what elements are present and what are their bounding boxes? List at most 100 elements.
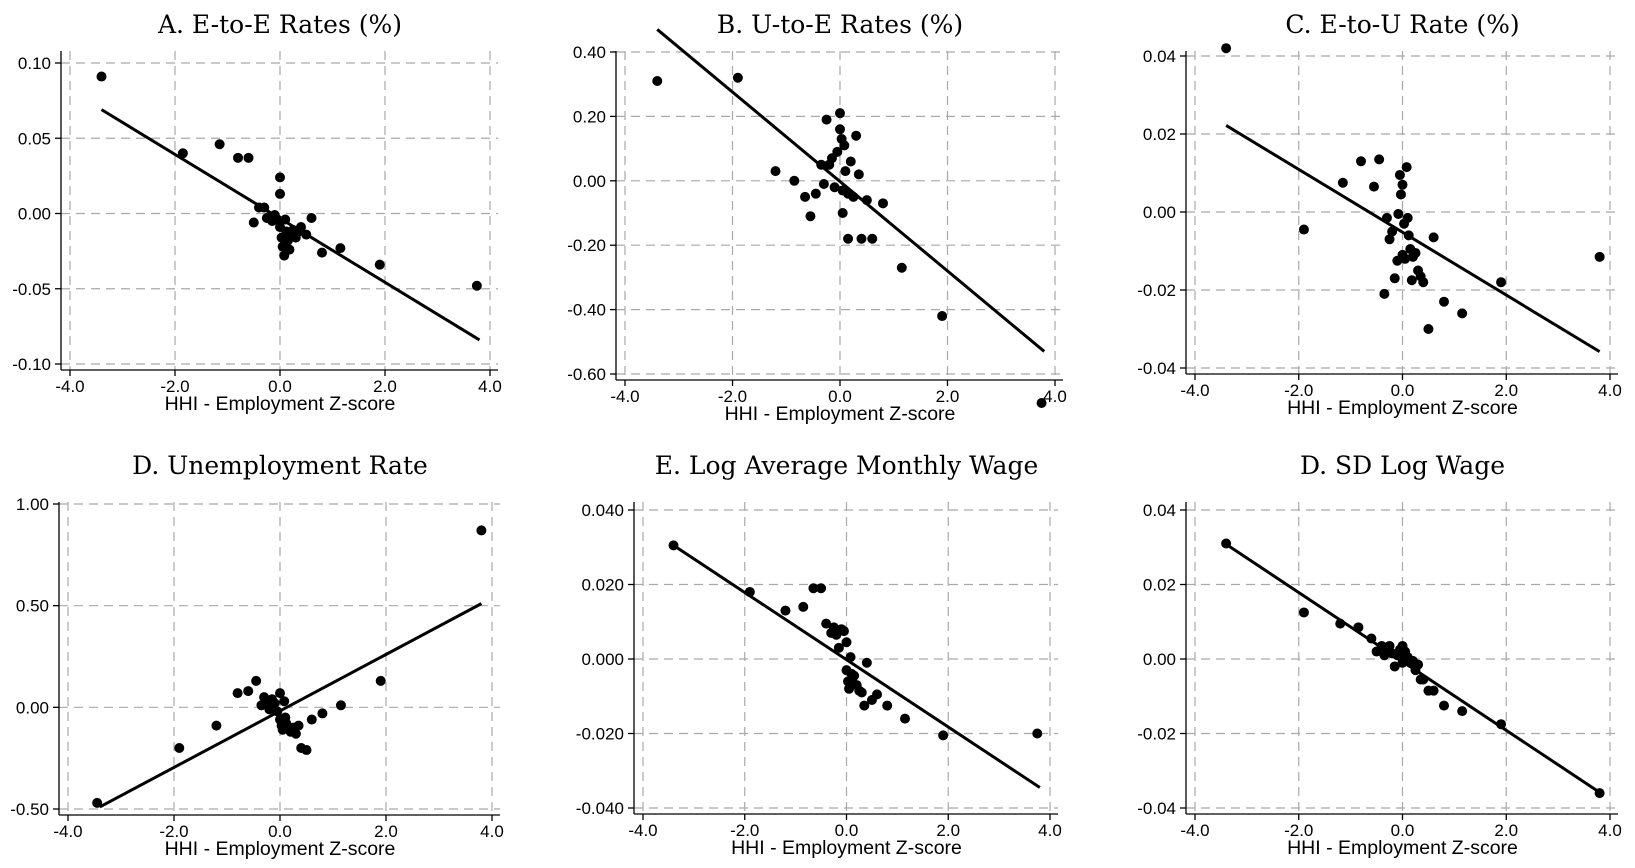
scatter-point (1356, 156, 1366, 167)
chart-panel-1: A. E-to-E Rates (%) -0.10 -0.05 0.00 0.05 0.1… (12, 10, 502, 415)
scatter-point (867, 233, 878, 244)
fit-line (99, 602, 483, 809)
scatter-point (1439, 700, 1449, 711)
x-tick-label: -2.0 (159, 822, 188, 841)
scatter-point (835, 108, 845, 119)
scatter-point (177, 148, 188, 159)
x-tick-label: 0.0 (268, 377, 292, 396)
x-axis-label: HHI - Employment Z-score (1287, 837, 1518, 859)
y-tick-label: -0.20 (567, 236, 606, 255)
scatter-point (832, 146, 843, 157)
y-tick-label: 0.20 (573, 107, 606, 126)
scatter-point (770, 166, 781, 177)
scatter-point (1393, 208, 1404, 219)
scatter-point (301, 229, 312, 240)
scatter-point (282, 235, 293, 246)
scatter-point (1403, 230, 1414, 241)
scatter-point (306, 213, 317, 224)
x-tick-label: -4.0 (55, 377, 84, 396)
scatter-point (1496, 277, 1507, 288)
scatter-point (872, 689, 883, 700)
x-tick-label: 4.0 (478, 377, 502, 396)
scatter-point (861, 657, 872, 668)
scatter-point (1423, 324, 1434, 334)
scatter-point (805, 211, 816, 222)
x-tick-label: -4.0 (1180, 821, 1209, 840)
scatter-point (211, 720, 222, 731)
scatter-point (1401, 162, 1412, 173)
fit-line (672, 544, 1041, 789)
x-tick-label: 2.0 (936, 387, 960, 406)
x-tick-label: -4.0 (628, 821, 657, 840)
scatter-point (900, 713, 911, 724)
x-tick-label: 4.0 (480, 822, 504, 841)
x-tick-label: 0.0 (1391, 821, 1415, 840)
scatter-point (1032, 728, 1043, 739)
y-tick-label: -0.04 (1137, 799, 1176, 818)
scatter-point (1594, 788, 1605, 799)
x-axis-label: HHI - Employment Z-score (725, 403, 956, 425)
scatter-point (272, 214, 283, 225)
scatter-point (833, 642, 844, 653)
scatter-point (1413, 659, 1424, 670)
scatter-point (374, 259, 385, 270)
scatter-point (837, 208, 848, 218)
scatter-point (744, 586, 755, 597)
x-axis-label: HHI - Employment Z-score (165, 393, 396, 415)
scatter-point (1389, 661, 1400, 672)
chart-panel-2: B. U-to-E Rates (%) -0.60 -0.40 -0.20 0.00 0.… (567, 10, 1067, 425)
x-tick-label: 4.0 (1598, 821, 1622, 840)
chart-panel-6: D. SD Log Wage -0.04 -0.02 0.00 0.02 0.04 -4.0… (1137, 451, 1622, 859)
scatter-point (1406, 275, 1417, 286)
scatter-point (835, 124, 845, 135)
scatter-point (821, 618, 832, 629)
scatter-point (1428, 232, 1439, 243)
y-tick-label: 0.02 (1143, 576, 1176, 595)
y-tick-label: -0.60 (567, 365, 606, 384)
x-tick-label: 4.0 (1598, 381, 1622, 400)
x-tick-label: 2.0 (1494, 821, 1518, 840)
scatter-point (896, 262, 907, 273)
scatter-point (1400, 253, 1411, 264)
scatter-point (856, 687, 867, 698)
x-tick-label: 0.0 (268, 822, 292, 841)
scatter-point (938, 730, 949, 741)
scatter-point (1457, 308, 1468, 319)
scatter-point (259, 202, 270, 213)
y-tick-label: 0.10 (18, 54, 51, 73)
scatter-point (243, 686, 254, 697)
scatter-point (275, 188, 285, 199)
scatter-point (269, 698, 280, 709)
scatter-point (1594, 251, 1605, 262)
y-tick-label: 0.04 (1143, 501, 1176, 520)
scatter-point (243, 152, 254, 163)
x-tick-label: 2.0 (373, 377, 397, 396)
scatter-point (652, 75, 663, 86)
x-tick-label: 0.0 (835, 821, 859, 840)
y-tick-label: -0.02 (1137, 281, 1176, 300)
scatter-point (849, 670, 860, 681)
y-tick-label: -0.40 (567, 301, 606, 320)
y-tick-label: -0.02 (1137, 725, 1176, 744)
scatter-point (1337, 177, 1348, 188)
scatter-point (280, 214, 291, 225)
y-tick-label: 0.40 (573, 43, 606, 62)
scatter-point (317, 247, 327, 258)
x-tick-label: 4.0 (1043, 387, 1067, 406)
scatter-point (92, 797, 103, 808)
chart-panel-3: C. E-to-U Rate (%)-0.04-0.020.000.020.04… (1137, 10, 1622, 419)
scatter-point (1496, 719, 1507, 730)
scatter-point (789, 175, 800, 186)
y-tick-label: 0.00 (1143, 203, 1176, 222)
chart-title: A. E-to-E Rates (%) (157, 10, 402, 39)
fit-line (1225, 124, 1601, 353)
x-tick-label: -2.0 (160, 377, 189, 396)
x-tick-label: 2.0 (374, 822, 398, 841)
scatter-point (1457, 706, 1468, 717)
scatter-point (290, 728, 301, 739)
scatter-point (1298, 224, 1309, 235)
scatter-point (301, 745, 312, 756)
x-tick-label: -2.0 (1284, 821, 1313, 840)
y-tick-label: -0.05 (12, 280, 51, 299)
y-tick-label: 0.00 (573, 172, 606, 191)
